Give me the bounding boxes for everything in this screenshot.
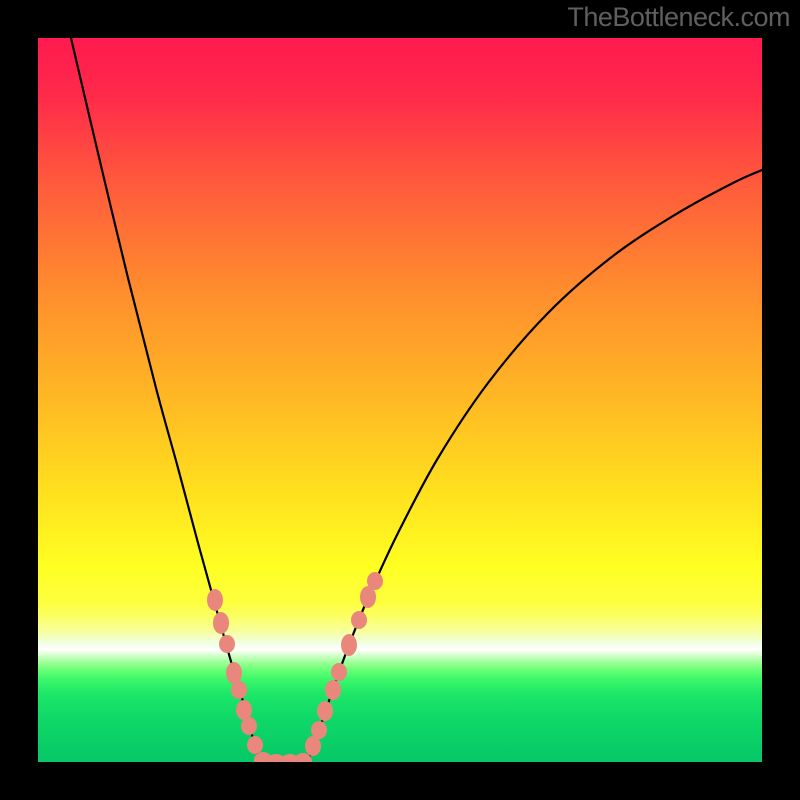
data-point — [325, 680, 341, 700]
data-point — [311, 721, 327, 739]
plot-area — [38, 38, 762, 762]
data-point — [213, 612, 229, 634]
watermark: TheBottleneck.com — [567, 2, 790, 33]
data-point — [351, 611, 367, 629]
gradient-background — [38, 38, 762, 762]
data-point — [231, 681, 247, 699]
data-point — [226, 662, 242, 684]
frame-bottom — [0, 762, 800, 800]
data-point — [317, 701, 333, 721]
frame-left — [0, 0, 38, 800]
data-point — [219, 635, 235, 653]
data-point — [305, 736, 321, 756]
data-point — [236, 700, 252, 720]
data-point — [367, 572, 383, 590]
data-point — [207, 589, 223, 611]
frame-right — [762, 0, 800, 800]
plot-svg — [38, 38, 762, 762]
data-point — [331, 663, 347, 681]
data-point — [341, 634, 357, 656]
data-point — [247, 736, 263, 754]
chart-root: TheBottleneck.com — [0, 0, 800, 800]
data-point — [241, 717, 257, 735]
